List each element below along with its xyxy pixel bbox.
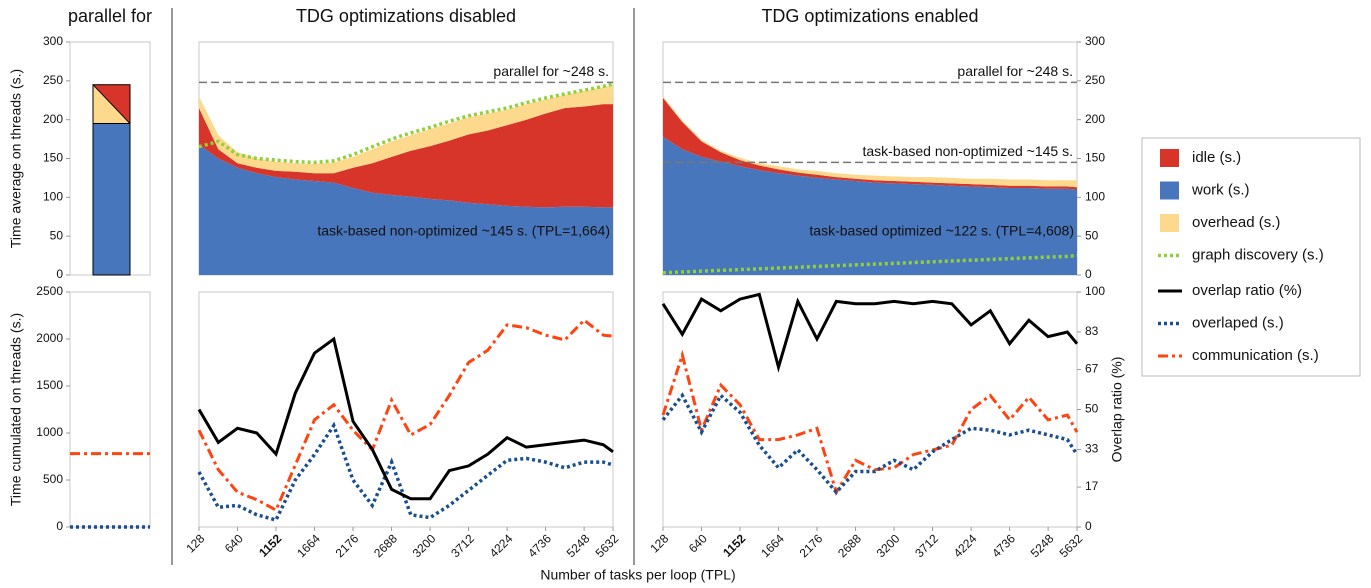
plot-frame (69, 291, 151, 528)
area (663, 136, 1077, 275)
y-tick-label: 0 (56, 519, 63, 533)
y-tick-label: 250 (1085, 73, 1105, 87)
legend-swatch (1160, 214, 1179, 232)
x-tick-label: 1152 (720, 531, 749, 560)
legend-label: work (s.) (1191, 181, 1250, 198)
area (663, 96, 1077, 188)
annotation: task-based non-optimized ~145 s. (862, 143, 1073, 159)
y2-tick-label: 17 (1085, 479, 1099, 493)
y2-tick-label: 100 (1085, 284, 1105, 298)
legend-swatch (1160, 149, 1179, 167)
x-tick-label: 1664 (294, 531, 323, 560)
y-tick-label: 500 (43, 472, 63, 486)
x-tick-label: 2176 (333, 531, 362, 560)
x-tick-label: 4224 (951, 531, 980, 560)
x-axis-label: Number of tasks per loop (TPL) (540, 567, 735, 583)
y-tick-label: 150 (43, 151, 63, 165)
x-tick-label: 128 (183, 531, 207, 555)
y-tick-label: 250 (43, 73, 63, 87)
x-tick-label: 3712 (448, 531, 477, 560)
area (199, 144, 613, 275)
x-tick-label: 1664 (758, 531, 787, 560)
series-line (661, 392, 1079, 495)
series-line (661, 292, 1079, 373)
legend-label: overlaped (s.) (1192, 314, 1284, 331)
series-line (197, 421, 614, 523)
y-tick-label: 100 (43, 190, 63, 204)
legend-label: overlap ratio (%) (1192, 282, 1302, 299)
y-tick-label: 150 (1085, 151, 1105, 165)
y-tick-label: 100 (1085, 190, 1105, 204)
y2-axis-label: Overlap ratio (%) (1109, 357, 1125, 463)
y2-tick-label: 50 (1085, 402, 1099, 416)
y-tick-label: 300 (1085, 34, 1105, 48)
x-tick-label: 5248 (1028, 531, 1057, 560)
y-tick-label: 200 (43, 112, 63, 126)
x-tick-label: 3200 (874, 531, 903, 560)
x-tick-label: 640 (222, 531, 246, 555)
series-line (197, 336, 614, 501)
panel-title: TDG optimizations enabled (761, 6, 978, 26)
bar-outline (92, 84, 131, 124)
y2-tick-label: 67 (1085, 362, 1099, 376)
plot-frame (198, 291, 614, 528)
y-tick-label: 1500 (36, 378, 63, 392)
bar-outline (92, 84, 131, 276)
x-tick-label: 5632 (593, 531, 622, 560)
y-tick-label: 0 (56, 267, 63, 281)
y-tick-label: 300 (43, 34, 63, 48)
legend-label: overhead (s.) (1192, 214, 1280, 231)
y-tick-label: 2000 (36, 331, 63, 345)
y2-tick-label: 0 (1085, 519, 1092, 533)
x-tick-label: 640 (686, 531, 710, 555)
x-tick-label: 4224 (487, 531, 516, 560)
x-tick-label: 3200 (410, 531, 439, 560)
x-tick-label: 2176 (797, 531, 826, 560)
legend-label: communication (s.) (1192, 347, 1319, 364)
y-tick-label: 50 (1085, 228, 1099, 242)
y-axis-label: Time average on threads (s.) (8, 69, 24, 248)
area (199, 104, 613, 208)
annotation: parallel for ~248 s. (493, 63, 609, 79)
y-axis-label: Time cumulated on threads (s.) (8, 313, 24, 506)
area (199, 84, 613, 174)
annotation: task-based optimized ~122 s. (TPL=4,608) (809, 223, 1074, 239)
x-tick-label: 5248 (564, 531, 593, 560)
x-tick-label: 5632 (1057, 531, 1086, 560)
plot-frame (662, 291, 1078, 528)
x-tick-label: 128 (647, 531, 671, 555)
x-tick-label: 4736 (525, 531, 554, 560)
x-tick-label: 2688 (371, 531, 400, 560)
annotation: parallel for ~248 s. (957, 63, 1073, 79)
series-line (197, 318, 614, 513)
x-tick-label: 2688 (835, 531, 864, 560)
series-line (661, 349, 1079, 496)
legend-swatch (1160, 181, 1179, 200)
series-line (662, 253, 1078, 275)
y-tick-label: 2500 (36, 284, 63, 298)
y-tick-label: 200 (1085, 112, 1105, 126)
x-tick-label: 4736 (989, 531, 1018, 560)
bar-segment (93, 123, 130, 275)
legend-label: graph discovery (s.) (1192, 246, 1324, 263)
y-tick-label: 0 (1085, 267, 1092, 281)
y-tick-label: 1000 (36, 425, 63, 439)
y2-tick-label: 33 (1085, 442, 1099, 456)
panel-title: TDG optimizations disabled (296, 6, 516, 26)
series-line (198, 82, 614, 165)
y-tick-label: 50 (50, 228, 64, 242)
panel-title: parallel for (68, 6, 152, 26)
x-tick-label: 1152 (256, 531, 285, 560)
x-tick-label: 3712 (912, 531, 941, 560)
annotation: task-based non-optimized ~145 s. (TPL=1,… (317, 223, 610, 239)
legend-label: idle (s.) (1192, 149, 1241, 166)
y2-tick-label: 83 (1085, 324, 1099, 338)
